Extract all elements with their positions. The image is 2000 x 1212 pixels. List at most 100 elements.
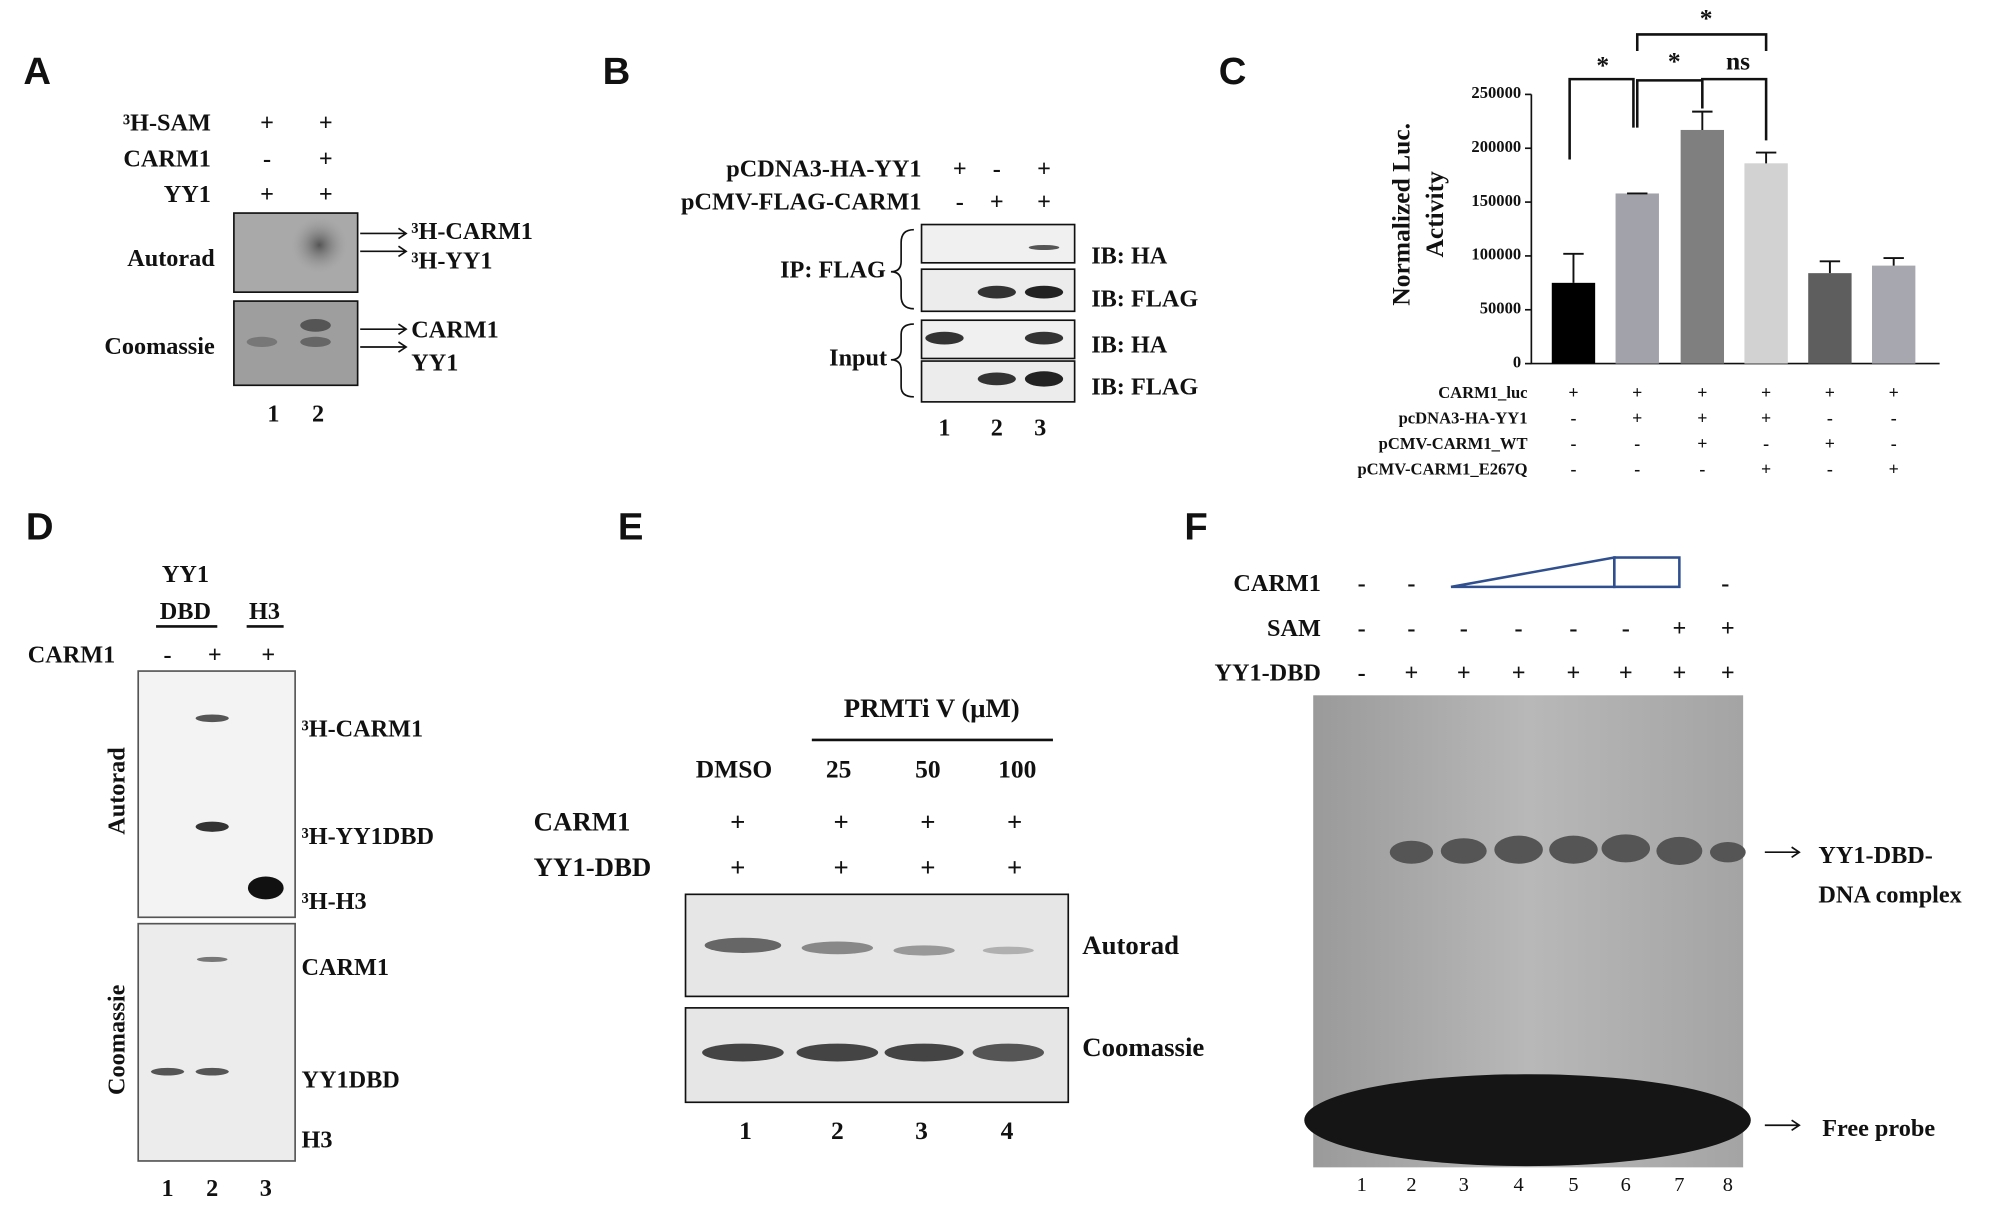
bar xyxy=(1744,163,1788,364)
condition-cell: + xyxy=(1568,382,1578,402)
band-label: YY1DBD xyxy=(302,1066,400,1093)
lane: 3 xyxy=(1034,415,1046,442)
row-label: CARM1 xyxy=(1233,570,1321,597)
y-tick-label: 50000 xyxy=(1480,299,1521,318)
bar xyxy=(1808,273,1852,364)
row-label: CARM1 xyxy=(28,642,116,669)
significance: * xyxy=(1596,50,1609,79)
shape xyxy=(1656,836,1703,865)
cell: + xyxy=(208,642,222,669)
condition-cell: - xyxy=(1699,459,1705,479)
bar xyxy=(1872,265,1916,364)
cell: + xyxy=(953,156,967,183)
treatment: 50 xyxy=(915,755,940,784)
shape xyxy=(1709,842,1746,863)
lane: 2 xyxy=(831,1116,844,1145)
band-label: YY1-DBD- xyxy=(1818,842,1932,869)
band-label: ³H-YY1DBD xyxy=(302,823,434,850)
lane: 6 xyxy=(1621,1174,1631,1196)
condition-cell: + xyxy=(1697,382,1707,402)
condition-cell: + xyxy=(1761,459,1771,479)
blot-label: IB: FLAG xyxy=(1091,286,1198,313)
shape xyxy=(1389,840,1434,864)
y-tick-label: 0 xyxy=(1513,352,1521,371)
treatment: 100 xyxy=(998,755,1036,784)
band xyxy=(247,876,284,900)
band-label: CARM1 xyxy=(411,316,499,343)
cell: - xyxy=(164,642,172,669)
header: PRMTi V (μM) xyxy=(844,693,1020,723)
condition-cell: + xyxy=(1825,382,1835,402)
error-bar xyxy=(1819,260,1841,274)
blot xyxy=(920,223,1076,264)
cell: + xyxy=(1567,659,1581,686)
condition-cell: - xyxy=(1827,408,1833,428)
error-bar xyxy=(1692,110,1713,130)
band xyxy=(977,372,1016,386)
condition-cell: + xyxy=(1761,408,1771,428)
condition-cell: + xyxy=(1761,382,1771,402)
cell: - xyxy=(263,145,271,172)
band xyxy=(1024,371,1064,387)
band xyxy=(1024,331,1064,345)
cell: + xyxy=(260,181,274,208)
band xyxy=(246,336,278,348)
blot-label: IB: HA xyxy=(1091,332,1168,359)
blot-label: Coomassie xyxy=(1082,1032,1204,1062)
cell: + xyxy=(260,110,274,137)
row-label: YY1-DBD xyxy=(1215,659,1321,686)
cell: + xyxy=(1721,659,1735,686)
band xyxy=(300,336,331,348)
band-label: YY1 xyxy=(411,349,458,376)
lane: 3 xyxy=(915,1116,928,1145)
band xyxy=(982,946,1034,955)
band-label: ³H-H3 xyxy=(302,888,367,915)
blot-label: Coomassie xyxy=(104,333,215,360)
treatment: DMSO xyxy=(696,755,773,784)
cell: + xyxy=(1037,189,1051,216)
condition-cell: - xyxy=(1891,433,1897,453)
condition-label: CARM1_luc xyxy=(1438,383,1527,402)
panel-letter: B xyxy=(603,50,631,93)
error-bar xyxy=(1883,257,1904,266)
lane: 7 xyxy=(1674,1174,1684,1196)
condition-cell: + xyxy=(1697,408,1707,428)
condition-cell: + xyxy=(1632,408,1642,428)
row-label: YY1 xyxy=(164,181,211,208)
lane: 2 xyxy=(991,415,1003,442)
condition-cell: - xyxy=(1570,459,1576,479)
lane: 1 xyxy=(739,1116,752,1145)
cell: + xyxy=(1619,659,1633,686)
cell: - xyxy=(1622,615,1630,642)
group-label: Input xyxy=(829,344,887,371)
lane: 1 xyxy=(938,415,950,442)
lane: 2 xyxy=(1406,1174,1416,1196)
panel-letter: E xyxy=(618,506,644,549)
cell: + xyxy=(990,189,1004,216)
lane: 1 xyxy=(1357,1174,1367,1196)
braces xyxy=(890,228,914,398)
band xyxy=(893,945,955,956)
lane: 2 xyxy=(206,1175,218,1202)
blot-label: Coomassie xyxy=(104,984,131,1095)
blot-label: Autorad xyxy=(104,747,131,835)
cell: + xyxy=(834,806,849,836)
cell: + xyxy=(1512,659,1526,686)
condition-cell: + xyxy=(1825,433,1835,453)
cell: + xyxy=(319,110,333,137)
condition-cell: - xyxy=(1763,433,1769,453)
condition-label: pcDNA3-HA-YY1 xyxy=(1399,409,1528,428)
cell: - xyxy=(1721,570,1729,597)
shape xyxy=(1601,834,1651,863)
error-bar xyxy=(1755,151,1777,164)
cell: - xyxy=(1515,615,1523,642)
band xyxy=(150,1067,185,1076)
lane: 1 xyxy=(161,1175,173,1202)
bar xyxy=(1615,193,1659,364)
cell: + xyxy=(1037,156,1051,183)
band-label: Free probe xyxy=(1822,1115,1935,1142)
lane: 2 xyxy=(312,400,324,427)
blot xyxy=(137,922,296,1162)
significance: * xyxy=(1700,3,1713,32)
band xyxy=(796,1043,879,1062)
